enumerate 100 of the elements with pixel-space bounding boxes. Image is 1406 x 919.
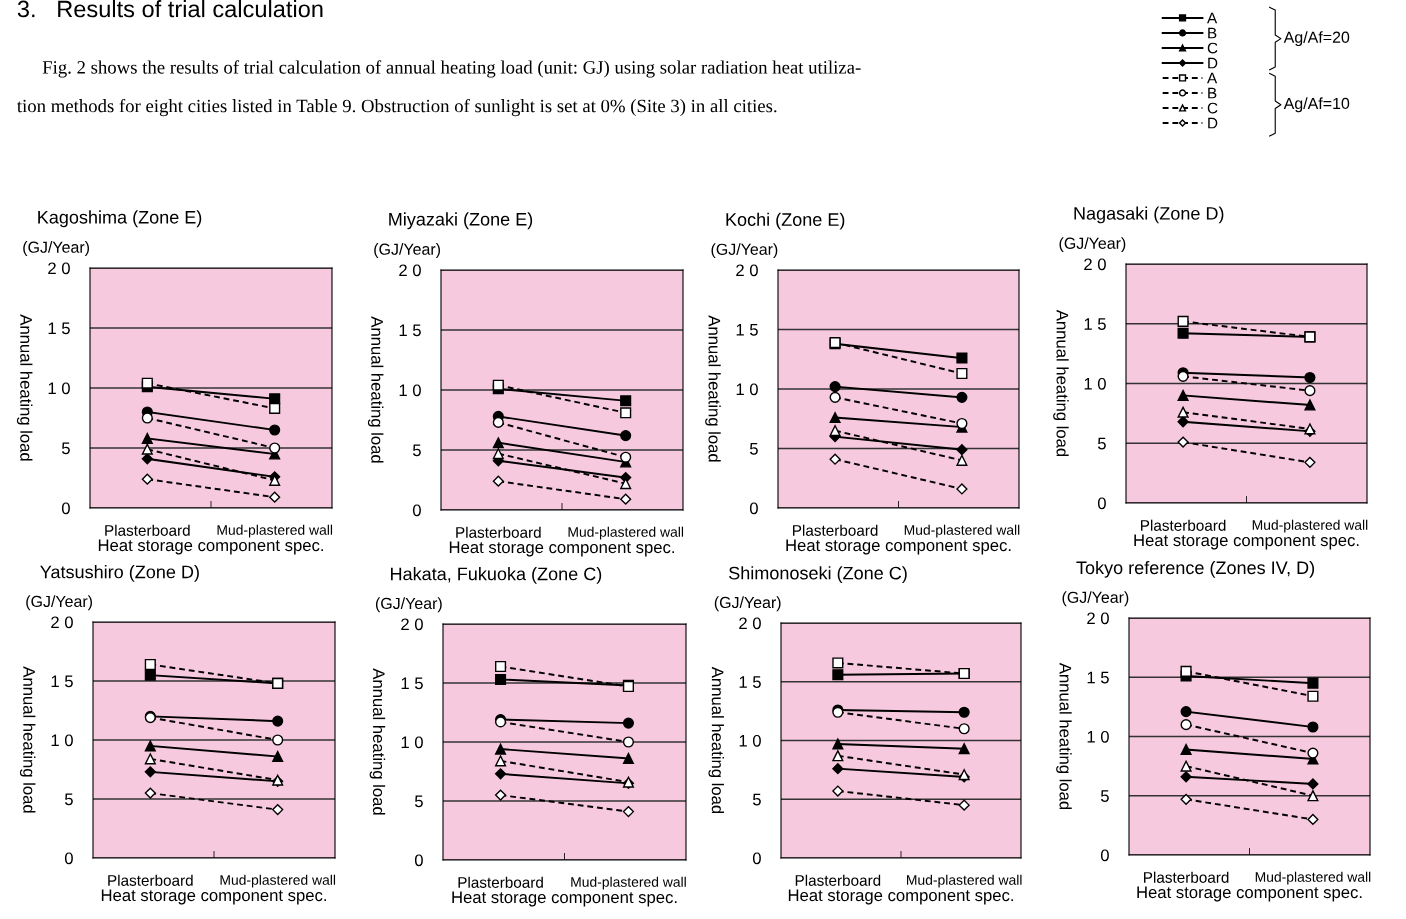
y-tick-label: 5 xyxy=(752,793,761,806)
text: (GJ/Year) xyxy=(714,596,781,612)
y-tick-label: 5 xyxy=(1097,437,1106,450)
text: (GJ/Year) xyxy=(23,241,90,256)
x-axis-title: Heat storage component spec. xyxy=(788,889,1013,905)
x-tick-label: Plasterboard xyxy=(458,876,543,888)
legend-label: B xyxy=(1208,87,1217,99)
text: (GJ/Year) xyxy=(1062,591,1129,607)
y-tick-label: 1 0 xyxy=(1084,377,1106,390)
y-tick-label: 0 xyxy=(1097,497,1106,510)
x-tick-label: Mud-plastered wall xyxy=(568,526,684,540)
y-tick-label: 1 5 xyxy=(1084,318,1106,330)
x-tick-label: Plasterboard xyxy=(1144,871,1229,883)
x-tick-label: Mud-plastered wall xyxy=(907,874,1022,888)
y-tick-label: 1 5 xyxy=(48,322,70,335)
y-tick-label: 0 xyxy=(1100,849,1109,862)
x-tick-label: Plasterboard xyxy=(793,524,878,536)
y-tick-label: 2 0 xyxy=(736,264,758,277)
x-axis-title: Heat storage component spec. xyxy=(101,889,326,905)
y-axis-title: Annual heating load xyxy=(369,668,386,815)
x-axis-title: Heat storage component spec. xyxy=(1137,886,1362,902)
caption: Fig. 2 shows the results of trial calculation of annual heating load (unit: GJ) using solar radiation heat utiliza- xyxy=(42,60,861,78)
y-tick-label: 2 0 xyxy=(401,618,423,631)
y-tick-label: 1 5 xyxy=(1087,671,1109,684)
y-axis-title: Annual heating load xyxy=(708,666,724,814)
y-tick-label: 5 xyxy=(64,793,73,806)
chart-title: Yatsushiro (Zone D) xyxy=(40,565,199,582)
y-tick-label: 2 0 xyxy=(1087,612,1109,625)
legend-label: D xyxy=(1208,117,1218,129)
legend-label: D xyxy=(1208,57,1218,69)
chart-title: Hakata, Fukuoka (Zone C) xyxy=(391,567,602,584)
chart-title: Nagasaki (Zone D) xyxy=(1074,206,1224,224)
y-tick-label: 2 0 xyxy=(51,616,73,629)
text: 3. Results of trial calculation xyxy=(17,0,323,18)
y-tick-label: 1 0 xyxy=(739,734,761,747)
text: Ag/Af=10 xyxy=(1283,97,1350,113)
text: Ag/Af=20 xyxy=(1283,31,1350,47)
y-tick-label: 5 xyxy=(61,442,70,455)
x-axis-title: Heat storage component spec. xyxy=(452,891,677,907)
x-axis-title: Heat storage component spec. xyxy=(449,541,674,557)
text: (GJ/Year) xyxy=(375,597,442,613)
x-tick-label: Mud-plastered wall xyxy=(217,524,333,538)
y-tick-label: 2 0 xyxy=(48,262,70,275)
chart-title: Kochi (Zone E) xyxy=(726,212,845,230)
x-tick-label: Mud-plastered wall xyxy=(220,874,336,888)
y-axis-title: Annual heating load xyxy=(367,316,384,463)
y-tick-label: 1 0 xyxy=(48,382,70,395)
x-tick-label: Mud-plastered wall xyxy=(1255,871,1371,885)
legend-label: C xyxy=(1207,102,1218,114)
y-tick-label: 1 5 xyxy=(399,324,421,337)
y-tick-label: 5 xyxy=(414,795,423,808)
y-tick-label: 0 xyxy=(61,502,70,515)
y-axis-title: Annual heating load xyxy=(19,666,36,813)
y-tick-label: 0 xyxy=(752,852,761,865)
x-tick-label: Plasterboard xyxy=(795,874,881,886)
text: (GJ/Year) xyxy=(374,243,441,258)
chart-title: Kagoshima (Zone E) xyxy=(38,210,202,228)
chart-title: Miyazaki (Zone E) xyxy=(389,212,533,230)
text: (GJ/Year) xyxy=(1059,237,1126,253)
y-axis-title: Annual heating load xyxy=(1053,309,1069,457)
y-axis-title: Annual heating load xyxy=(1056,662,1072,810)
y-tick-label: 5 xyxy=(1100,790,1109,802)
x-tick-label: Mud-plastered wall xyxy=(571,876,686,890)
y-tick-label: 1 0 xyxy=(401,736,423,749)
y-tick-label: 0 xyxy=(749,502,758,515)
y-tick-label: 2 0 xyxy=(399,264,421,277)
y-tick-label: 1 5 xyxy=(401,677,423,690)
x-tick-label: Plasterboard xyxy=(1141,519,1226,531)
x-axis-title: Heat storage component spec. xyxy=(98,539,323,555)
chart-title: Tokyo reference (Zones IV, D) xyxy=(1076,560,1315,578)
x-tick-label: Mud-plastered wall xyxy=(904,524,1020,538)
chart-title: Shimonoseki (Zone C) xyxy=(729,566,907,584)
legend-label: C xyxy=(1207,42,1218,54)
y-tick-label: 5 xyxy=(749,443,758,455)
x-axis-title: Heat storage component spec. xyxy=(1134,534,1359,550)
y-tick-label: 5 xyxy=(412,444,421,457)
y-tick-label: 1 5 xyxy=(736,324,758,336)
y-tick-label: 1 0 xyxy=(51,734,73,747)
x-tick-label: Plasterboard xyxy=(456,526,541,538)
text: (GJ/Year) xyxy=(711,243,778,259)
x-tick-label: Plasterboard xyxy=(105,524,190,536)
y-tick-label: 1 5 xyxy=(739,676,761,688)
text: tion methods for eight cities listed in Table 9. Obstruction of sunlight is set at 0% (Site 3) in all cities. xyxy=(17,98,777,117)
x-axis-title: Heat storage component spec. xyxy=(786,539,1011,555)
y-tick-label: 0 xyxy=(412,504,421,517)
y-tick-label: 2 0 xyxy=(1084,258,1106,271)
x-tick-label: Plasterboard xyxy=(108,874,193,886)
y-tick-label: 2 0 xyxy=(739,617,761,630)
y-tick-label: 1 0 xyxy=(399,384,421,397)
legend-label: A xyxy=(1207,12,1218,24)
y-tick-label: 1 5 xyxy=(51,675,73,688)
y-tick-label: 1 0 xyxy=(736,383,758,396)
y-tick-label: 0 xyxy=(414,854,423,867)
y-axis-title: Annual heating load xyxy=(16,314,33,461)
text: (GJ/Year) xyxy=(26,595,93,611)
legend-label: B xyxy=(1208,27,1217,39)
y-tick-label: 1 0 xyxy=(1087,730,1109,743)
y-axis-title: Annual heating load xyxy=(705,315,721,462)
x-tick-label: Mud-plastered wall xyxy=(1252,519,1368,533)
legend-label: A xyxy=(1207,72,1218,84)
